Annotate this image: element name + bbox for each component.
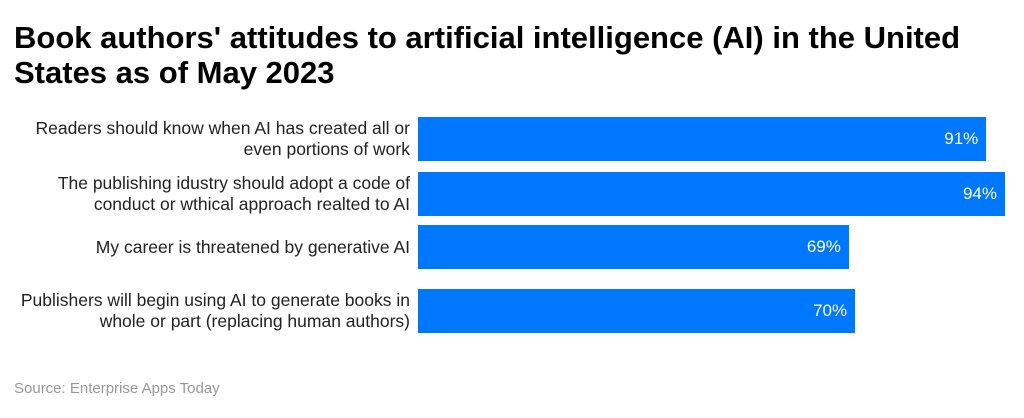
data-label: 70% [813, 301, 848, 320]
data-label: 91% [944, 129, 979, 148]
category-label: Publishers will begin using AI to genera… [10, 278, 410, 344]
category-label: My career is threatened by generative AI [10, 225, 410, 269]
category-label: Readers should know when AI has created … [10, 117, 410, 161]
data-label: 94% [962, 184, 997, 203]
category-label-text: The publishing idustry should adopt a co… [57, 173, 410, 214]
category-label: The publishing idustry should adopt a co… [10, 172, 410, 216]
data-label: 69% [806, 237, 841, 256]
bar [418, 117, 987, 161]
category-label-text: Readers should know when AI has created … [35, 118, 410, 159]
category-label-text: Publishers will begin using AI to genera… [20, 290, 410, 331]
chart-title: Book authors' attitudes to artificial in… [14, 20, 961, 90]
source-note: Source: Enterprise Apps Today [14, 380, 220, 397]
bar [418, 289, 856, 333]
category-label-text: My career is threatened by generative AI [95, 236, 410, 257]
bar [418, 172, 1005, 216]
bar [418, 225, 849, 269]
